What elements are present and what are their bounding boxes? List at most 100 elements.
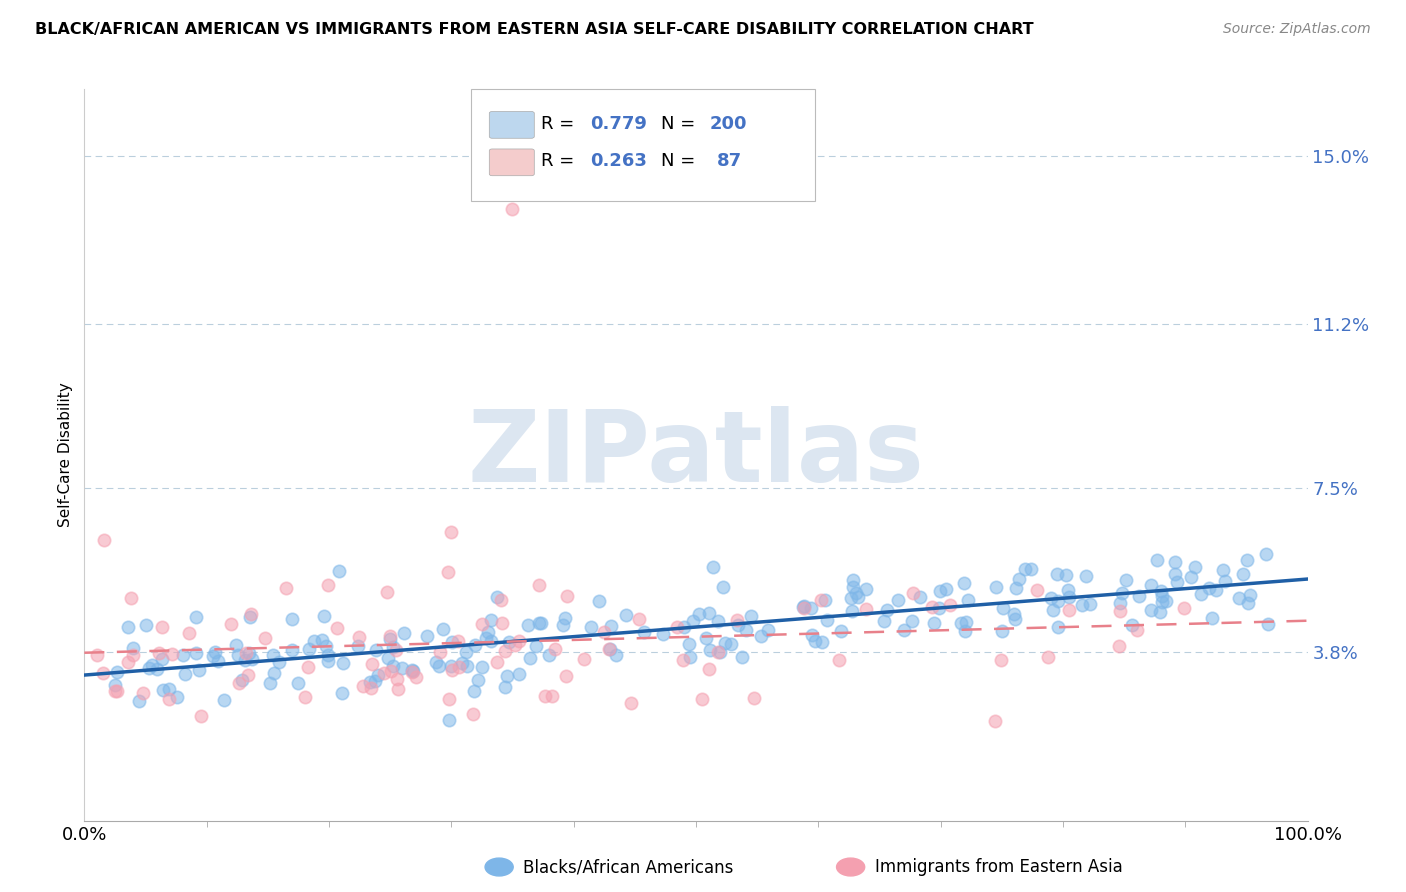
Text: R =: R = <box>541 115 581 133</box>
Point <box>190 709 212 723</box>
Point <box>152 683 174 698</box>
Point <box>614 608 637 623</box>
Point <box>447 634 470 648</box>
Point <box>477 625 499 640</box>
Point <box>456 645 478 659</box>
Point <box>1139 578 1161 592</box>
Point <box>378 630 401 644</box>
Point <box>332 656 354 670</box>
Point <box>188 663 211 677</box>
Point <box>474 631 496 645</box>
Point <box>91 665 114 680</box>
Point <box>1008 572 1031 586</box>
Point <box>479 613 502 627</box>
Point <box>298 641 321 656</box>
Point <box>314 609 336 624</box>
Point <box>359 675 381 690</box>
Y-axis label: Self-Care Disability: Self-Care Disability <box>58 383 73 527</box>
Point <box>391 661 413 675</box>
Point <box>366 667 388 681</box>
Point <box>384 643 406 657</box>
Point <box>672 620 695 634</box>
Point <box>699 642 721 657</box>
Point <box>842 580 865 594</box>
Point <box>240 652 263 666</box>
Point <box>471 616 494 631</box>
Point <box>502 202 524 216</box>
Point <box>711 580 734 594</box>
Point <box>93 533 115 547</box>
Point <box>281 612 304 626</box>
Point <box>1205 583 1227 598</box>
Point <box>380 664 402 678</box>
Point <box>1046 566 1069 581</box>
Point <box>740 609 762 624</box>
Point <box>347 630 370 644</box>
Point <box>131 686 153 700</box>
Point <box>524 639 547 653</box>
Point <box>287 676 309 690</box>
Point <box>401 665 423 680</box>
Text: 87: 87 <box>717 153 742 170</box>
Point <box>172 648 194 663</box>
Text: Immigrants from Eastern Asia: Immigrants from Eastern Asia <box>875 858 1122 876</box>
Point <box>579 620 602 634</box>
Point <box>508 634 530 648</box>
Point <box>1139 603 1161 617</box>
Point <box>537 648 560 663</box>
Point <box>294 690 316 705</box>
Point <box>316 648 339 662</box>
Point <box>993 601 1015 615</box>
Point <box>1047 594 1070 608</box>
Point <box>387 681 409 696</box>
Point <box>679 649 702 664</box>
Point <box>727 617 749 632</box>
Point <box>1236 596 1258 610</box>
Point <box>1236 553 1258 567</box>
Point <box>440 659 463 673</box>
Point <box>876 603 898 617</box>
Text: 0.263: 0.263 <box>591 153 647 170</box>
Point <box>382 659 405 673</box>
Point <box>104 684 127 698</box>
Point <box>793 600 815 615</box>
Point <box>235 646 257 660</box>
Point <box>463 684 485 698</box>
Point <box>385 673 408 687</box>
Point <box>908 590 931 604</box>
Point <box>1059 590 1081 604</box>
Point <box>239 607 262 621</box>
Point <box>491 615 513 630</box>
Point <box>800 600 823 615</box>
Point <box>555 669 578 683</box>
Point <box>1108 639 1130 653</box>
Point <box>901 614 924 628</box>
Point <box>120 591 142 606</box>
Point <box>929 584 952 599</box>
Point <box>714 636 737 650</box>
Point <box>1078 597 1101 611</box>
Point <box>315 639 337 653</box>
Point <box>148 646 170 660</box>
Point <box>1150 584 1173 599</box>
Point <box>401 663 423 677</box>
Point <box>810 592 832 607</box>
Point <box>519 651 541 665</box>
Point <box>233 653 256 667</box>
Point <box>135 618 157 632</box>
Point <box>551 618 574 632</box>
Point <box>1173 601 1195 615</box>
Point <box>720 637 742 651</box>
Point <box>1149 605 1171 619</box>
Point <box>316 654 339 668</box>
Point <box>957 593 980 607</box>
Point <box>432 622 454 636</box>
Point <box>489 593 512 607</box>
Point <box>572 652 595 666</box>
Point <box>1257 617 1279 632</box>
Point <box>486 656 509 670</box>
Point <box>792 599 814 614</box>
Point <box>174 667 197 681</box>
Point <box>405 670 427 684</box>
Point <box>447 660 470 674</box>
